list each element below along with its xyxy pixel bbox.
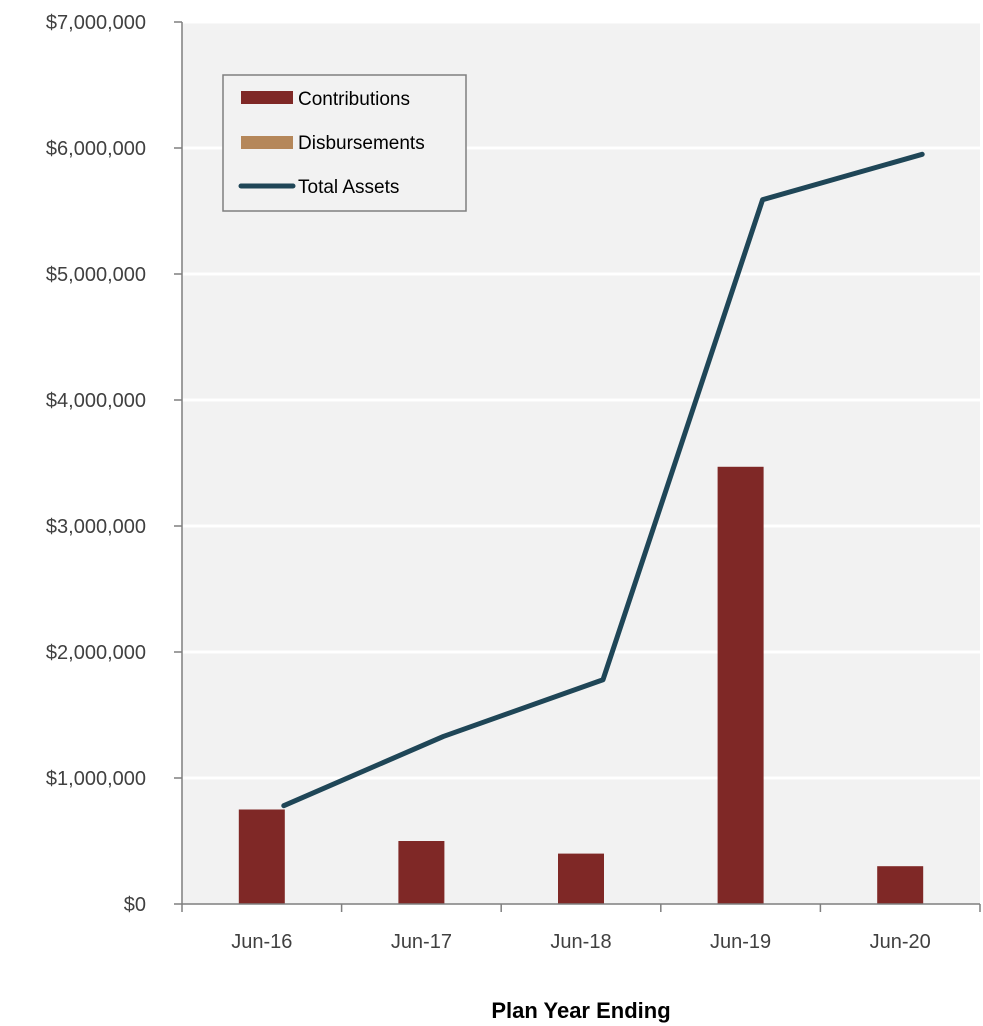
y-tick-label: $5,000,000 — [46, 264, 146, 286]
legend-label-total-assets: Total Assets — [298, 177, 399, 198]
legend-swatch-contributions — [241, 91, 293, 104]
y-tick-label: $1,000,000 — [46, 768, 146, 790]
bar-contributions — [558, 853, 604, 904]
x-axis-title: Plan Year Ending — [491, 998, 670, 1023]
bar-contributions — [877, 866, 924, 904]
x-tick-label: Jun-17 — [391, 931, 452, 953]
x-tick-label: Jun-20 — [870, 931, 931, 953]
bar-contributions — [717, 466, 764, 904]
y-tick-label: $0 — [124, 894, 146, 916]
legend-label-contributions: Contributions — [298, 89, 410, 110]
y-tick-label: $2,000,000 — [46, 642, 146, 664]
x-tick-label: Jun-18 — [550, 931, 611, 953]
y-tick-label: $7,000,000 — [46, 12, 146, 34]
x-tick-label: Jun-16 — [231, 931, 292, 953]
bar-contributions — [238, 809, 285, 904]
legend: Contributions Disbursements Total Assets — [222, 74, 467, 212]
y-tick-label: $4,000,000 — [46, 390, 146, 412]
y-tick-label: $6,000,000 — [46, 138, 146, 160]
bar-contributions — [398, 841, 445, 904]
y-tick-label: $3,000,000 — [46, 516, 146, 538]
legend-swatch-disbursements — [241, 136, 293, 149]
legend-label-disbursements: Disbursements — [298, 133, 425, 154]
x-tick-label: Jun-19 — [710, 931, 771, 953]
